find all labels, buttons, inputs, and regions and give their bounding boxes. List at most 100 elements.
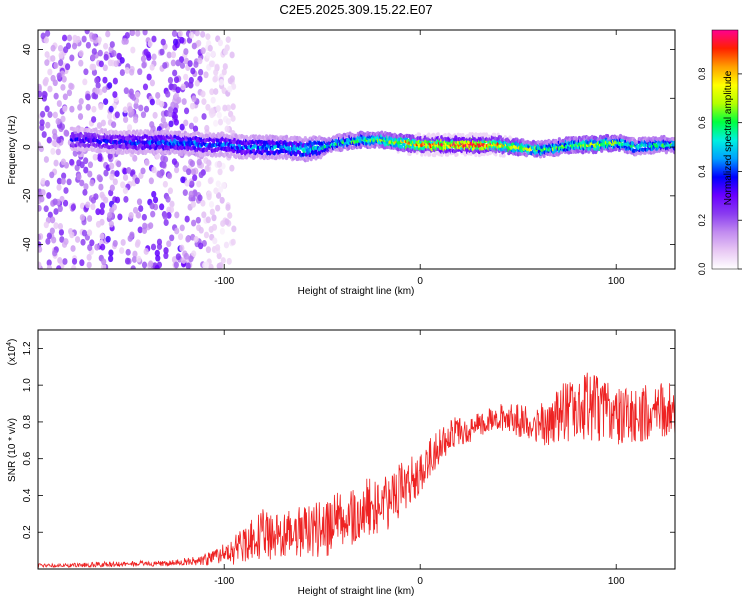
spectrogram-x-tick-label: 100: [608, 276, 625, 287]
spectrogram-cell: [217, 118, 224, 126]
spectrogram-cell: [82, 134, 86, 139]
snr-x-label: Height of straight line (km): [298, 586, 415, 597]
snr-panel: 0.2 0.4 0.6 0.8 1.0 1.2 -100 0 100 Height of st…: [6, 329, 676, 597]
spectrogram-cell: [196, 180, 202, 188]
spectrogram-cell: [113, 60, 119, 68]
spectrogram-cell: [252, 134, 256, 139]
spectrogram-cell: [79, 214, 85, 221]
spectrogram-cell: [52, 133, 58, 140]
spectrogram-cell: [71, 42, 78, 50]
spectrogram-cell: [69, 231, 75, 239]
spectrogram-cell: [215, 105, 221, 112]
spectrogram-cell: [177, 152, 182, 157]
spectrogram-cell: [455, 152, 459, 157]
spectrogram-cell: [133, 102, 139, 110]
spectrogram-cell: [174, 211, 180, 219]
spectrogram-cell: [108, 255, 114, 263]
snr-line: [38, 372, 675, 569]
spectrogram-cell: [119, 147, 123, 152]
spectrogram-cell: [216, 161, 223, 168]
spectrogram-cell: [192, 189, 198, 197]
spectrogram-cell: [169, 200, 175, 208]
spectrogram-cell: [428, 152, 432, 157]
spectrogram-cell: [83, 68, 89, 76]
spectrogram-cell: [130, 30, 136, 37]
spectrogram-cell: [169, 234, 175, 242]
spectrogram-cell: [152, 111, 158, 119]
spectrogram-cell: [112, 178, 118, 186]
spectrogram-cell: [189, 180, 195, 188]
spectrogram-cell: [191, 42, 197, 50]
spectrogram-cell: [81, 35, 87, 43]
spectrogram-cell: [85, 201, 91, 209]
spectrogram-cell: [183, 252, 190, 260]
spectrogram-cell: [98, 60, 104, 68]
spectrogram-cell: [175, 86, 181, 94]
spectrogram-cell: [184, 215, 190, 223]
spectrogram-cell: [38, 261, 42, 269]
spectrogram-cell: [197, 57, 203, 65]
spectrogram-cell: [53, 208, 59, 215]
spectrogram-cell: [99, 232, 105, 240]
spectrogram-cell: [45, 237, 51, 245]
snr-y-label: SNR (10 * v/v): [7, 418, 18, 482]
spectrogram-cell: [46, 264, 53, 269]
spectrogram-cell: [209, 107, 215, 115]
spectrogram-cell: [97, 49, 103, 57]
spectrogram-cell: [212, 237, 218, 245]
spectrogram-cell: [434, 151, 438, 156]
spectrogram-cell: [114, 170, 120, 178]
spectrogram-cell: [557, 137, 561, 142]
spectrogram-cell: [215, 244, 221, 251]
spectrogram-cell: [165, 90, 171, 98]
spectrogram-cell: [81, 229, 88, 237]
spectrogram-cell: [215, 180, 221, 188]
spectrogram-cell: [494, 152, 498, 157]
spectrogram-cell: [206, 159, 212, 167]
colorbar-ticks: 0.0 0.2 0.4 0.6 0.8: [697, 68, 742, 275]
spectrogram-cell: [47, 85, 53, 93]
spectrogram-cell: [40, 177, 46, 185]
spectrogram-cell: [82, 78, 88, 86]
spectrogram-cell: [143, 105, 150, 113]
spectrogram-cell: [41, 131, 47, 138]
spectrogram-cell: [86, 261, 92, 269]
spectrogram-cell: [124, 257, 131, 265]
spectrogram-cell: [191, 219, 197, 227]
spectrogram-cell: [108, 249, 114, 257]
spectrogram-cell: [56, 136, 62, 144]
spectrogram-cell: [121, 150, 125, 155]
spectrogram-cell: [43, 221, 49, 229]
spectrogram-cell: [183, 119, 189, 127]
spectrogram-cell: [56, 72, 62, 80]
spectrogram-frame: [37, 29, 676, 270]
spectrogram-cell: [79, 179, 85, 187]
spectrogram-cell: [147, 40, 153, 48]
colorbar: 0.0 0.2 0.4 0.6 0.8 Normalized spectral ampl…: [697, 29, 742, 275]
spectrogram-cell: [171, 256, 178, 263]
spectrogram-cell: [130, 265, 136, 269]
spectrogram-cell: [163, 132, 167, 137]
spectrogram-cell: [38, 204, 42, 212]
snr-y-tick-label: 1.0: [22, 378, 33, 392]
spectrogram-cell: [128, 212, 134, 219]
spectrogram-cell: [141, 61, 147, 69]
spectrogram-cell: [105, 235, 111, 243]
spectrogram-cell: [49, 171, 55, 179]
spectrogram-cell: [99, 202, 106, 210]
spectrogram-cell: [83, 183, 89, 190]
spectrogram-cell: [135, 239, 141, 247]
spectrogram-cell: [60, 83, 66, 91]
spectrogram-cell: [39, 195, 45, 203]
spectrogram-cell: [85, 103, 91, 111]
spectrogram-cell: [159, 48, 165, 56]
spectrogram-cell: [132, 206, 139, 214]
spectrogram-cell: [152, 196, 159, 204]
spectrogram-cell: [114, 111, 120, 119]
snr-scale-close: ): [7, 339, 18, 342]
spectrogram-cell: [126, 124, 133, 131]
spectrogram-cell: [205, 216, 211, 224]
spectrogram-cell: [162, 180, 168, 188]
spectrogram-cell: [151, 53, 157, 61]
spectrogram-cell: [220, 257, 226, 264]
